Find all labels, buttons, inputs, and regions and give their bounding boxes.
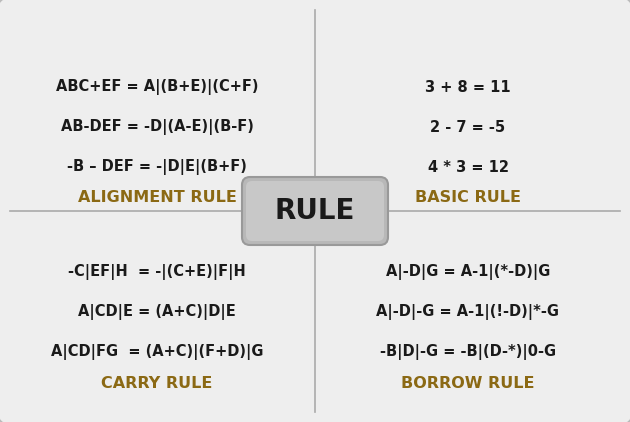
Text: A|CD|FG  = (A+C)|(F+D)|G: A|CD|FG = (A+C)|(F+D)|G <box>51 344 263 360</box>
Text: -B – DEF = -|D|E|(B+F): -B – DEF = -|D|E|(B+F) <box>67 159 247 175</box>
FancyBboxPatch shape <box>242 177 388 245</box>
Text: ABC+EF = A|(B+E)|(C+F): ABC+EF = A|(B+E)|(C+F) <box>55 79 258 95</box>
Text: CARRY RULE: CARRY RULE <box>101 376 213 392</box>
Text: A|CD|E = (A+C)|D|E: A|CD|E = (A+C)|D|E <box>78 304 236 320</box>
Text: AB-DEF = -D|(A-E)|(B-F): AB-DEF = -D|(A-E)|(B-F) <box>60 119 253 135</box>
Text: RULE: RULE <box>275 197 355 225</box>
Text: -B|D|-G = -B|(D-*)|0-G: -B|D|-G = -B|(D-*)|0-G <box>380 344 556 360</box>
Text: ALIGNMENT RULE: ALIGNMENT RULE <box>77 189 236 205</box>
FancyBboxPatch shape <box>246 181 384 241</box>
Text: BASIC RULE: BASIC RULE <box>415 189 521 205</box>
Text: 3 + 8 = 11: 3 + 8 = 11 <box>425 79 511 95</box>
Text: -C|EF|H  = -|(C+E)|F|H: -C|EF|H = -|(C+E)|F|H <box>68 264 246 280</box>
Text: A|-D|G = A-1|(*-D)|G: A|-D|G = A-1|(*-D)|G <box>386 264 550 280</box>
Text: 2 - 7 = -5: 2 - 7 = -5 <box>430 119 505 135</box>
Text: BORROW RULE: BORROW RULE <box>401 376 535 392</box>
Text: 4 * 3 = 12: 4 * 3 = 12 <box>428 160 508 175</box>
Text: A|-D|-G = A-1|(!-D)|*-G: A|-D|-G = A-1|(!-D)|*-G <box>377 304 559 320</box>
